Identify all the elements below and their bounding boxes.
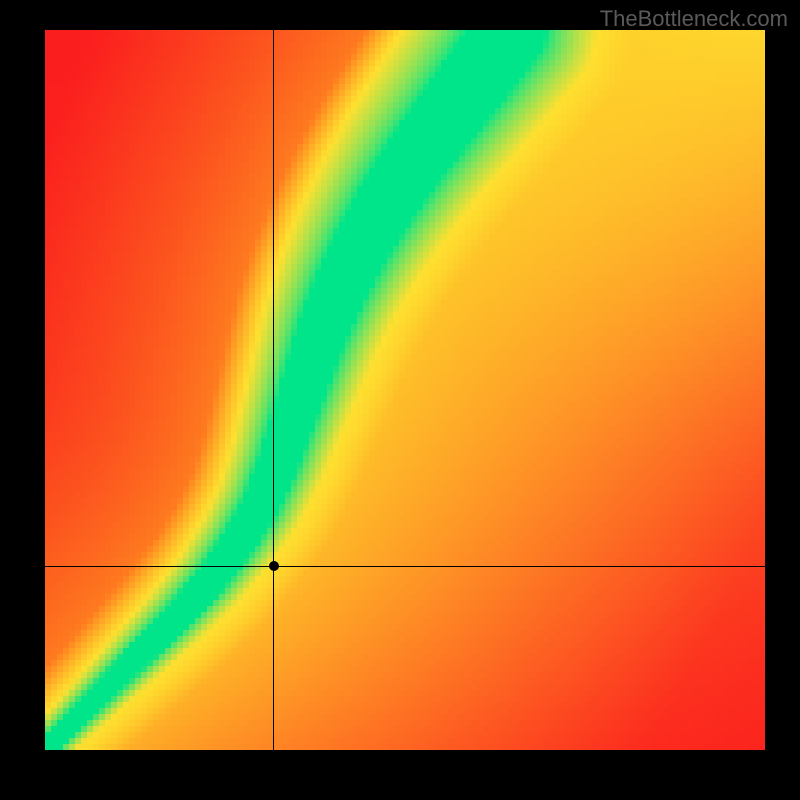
crosshair-marker [269, 561, 279, 571]
heatmap-plot [45, 30, 765, 750]
crosshair-vertical [273, 30, 274, 750]
crosshair-horizontal [45, 566, 765, 567]
watermark-text: TheBottleneck.com [600, 6, 788, 32]
heatmap-canvas [45, 30, 765, 750]
